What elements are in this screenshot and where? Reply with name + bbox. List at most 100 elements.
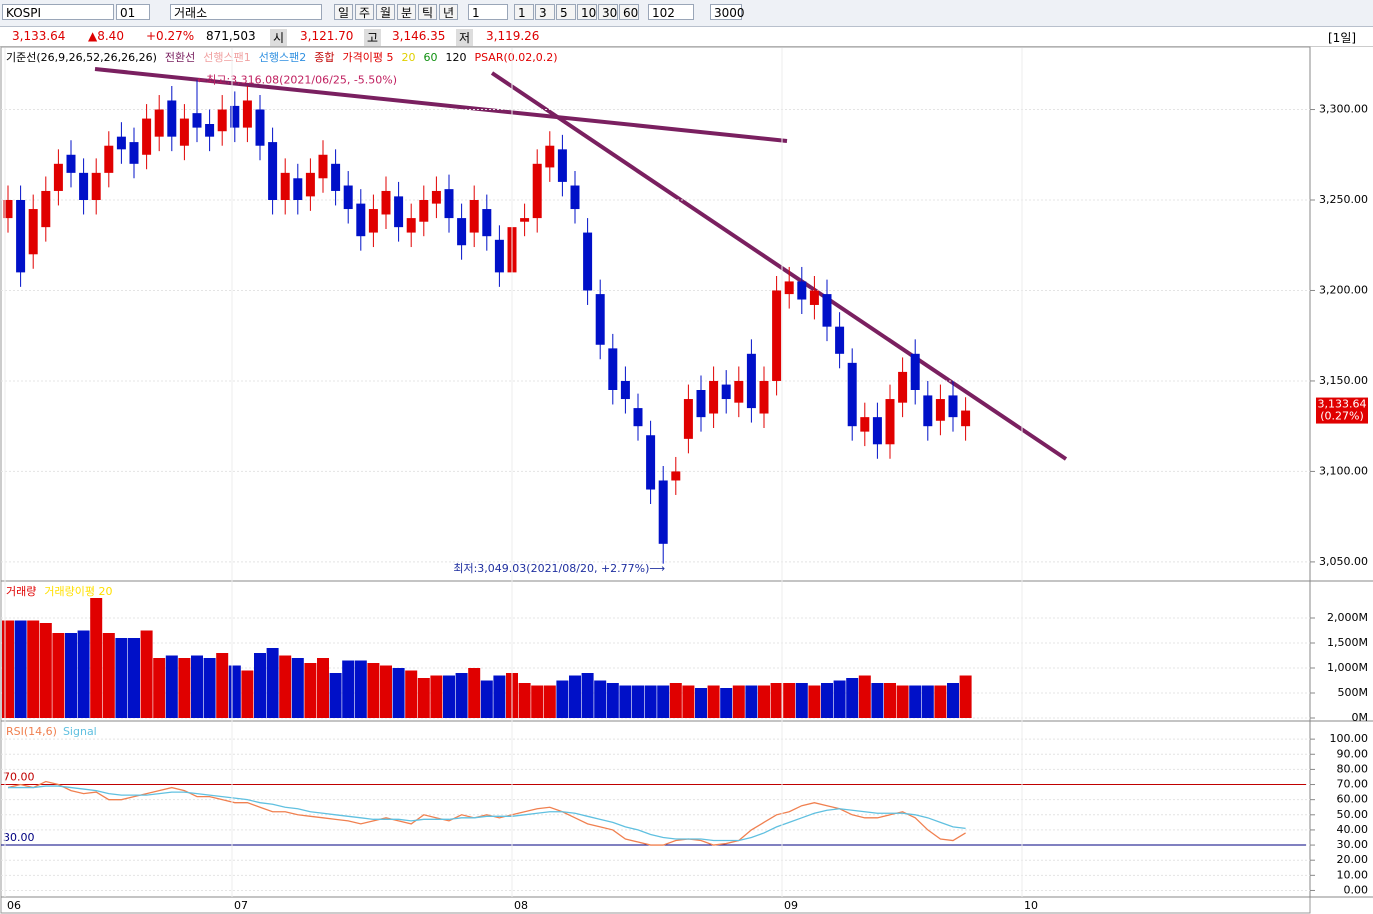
volume-bar (115, 638, 128, 718)
candle-body (268, 142, 278, 200)
candle-body (66, 154, 76, 173)
candle-body (620, 380, 630, 400)
panel: 0.00 10.00 20.00 30.00 40.00 50.00 60.00 70.00 8… (1, 725, 1368, 896)
y-tick-label: 10.00 (1337, 868, 1369, 881)
candle-body (179, 118, 189, 146)
market-box[interactable]: 거래소 (170, 4, 322, 20)
volume-bar (241, 670, 254, 718)
candle-body (406, 218, 416, 233)
toolbar-button[interactable]: 주 (355, 4, 374, 20)
volume-bar (90, 598, 103, 718)
volume-bar (569, 675, 581, 718)
candle-body (633, 408, 643, 427)
candle-body (822, 294, 832, 327)
volume-bar (216, 653, 229, 718)
volume-bar (657, 685, 670, 718)
count-box[interactable]: 102 (648, 4, 694, 20)
volume-bar (846, 678, 859, 718)
candle-body (872, 417, 882, 445)
annotation: ←최고:3,316.08(2021/06/25, -5.50%) (197, 73, 397, 86)
candle-body (205, 124, 215, 137)
candle-body (104, 145, 114, 173)
trend-line (490, 71, 1068, 461)
volume-bar (871, 683, 884, 718)
candle-body (192, 113, 202, 128)
toolbar-button[interactable]: 10 (577, 4, 597, 20)
quote-change: ▲8.40 (88, 29, 124, 43)
code-box[interactable]: 01 (116, 4, 150, 20)
candle-body (255, 109, 265, 146)
volume-bar (606, 683, 619, 718)
volume-bar (896, 685, 909, 718)
last-price-label: 3,133.64 (1318, 398, 1367, 411)
volume-bar (480, 680, 493, 718)
toolbar-button[interactable]: 분 (397, 4, 416, 20)
volume-bar (720, 688, 733, 718)
candle-body (847, 362, 857, 427)
quote-high: 3,146.35 (392, 29, 446, 43)
period-label: [1일] (1328, 31, 1357, 45)
volume-bar (858, 675, 871, 718)
candle-body (53, 163, 63, 191)
high-label: 고 (364, 29, 382, 46)
toolbar-button[interactable]: 3 (535, 4, 555, 20)
legend-entry: RSI(14,6) (6, 725, 57, 738)
candle-body (595, 294, 605, 345)
candle-body (116, 136, 126, 150)
volume-bar (405, 670, 418, 718)
candle-body (381, 190, 391, 215)
candle-body (444, 189, 454, 219)
candle-body (658, 480, 668, 544)
quote-low: 3,119.26 (486, 29, 540, 43)
toolbar-button[interactable]: 1 (514, 4, 534, 20)
volume-bar (770, 683, 783, 718)
interval-box[interactable]: 1 (468, 4, 508, 20)
volume-bar (669, 683, 682, 718)
volume-bar (254, 653, 266, 718)
toolbar-button[interactable]: 5 (556, 4, 576, 20)
legend-entry: 60 (423, 51, 437, 64)
volume-bar (758, 685, 770, 718)
toolbar-button[interactable]: 틱 (418, 4, 437, 20)
volume-bar (619, 685, 632, 718)
y-tick-label: 90.00 (1337, 747, 1369, 760)
volume-bar (2, 620, 14, 718)
low-label: 저 (456, 29, 474, 46)
volume-bar (178, 658, 191, 718)
volume-bar (468, 668, 481, 718)
candle-body (331, 163, 341, 191)
candle-body (734, 380, 744, 403)
candle-body (835, 326, 845, 354)
candle-body (394, 196, 404, 228)
legend-entry: 선행스팬1 (203, 51, 250, 64)
y-tick-label: 3,300.00 (1319, 103, 1368, 116)
candle-body (280, 172, 290, 200)
candle-body (608, 348, 618, 390)
y-tick-label: 2,000M (1327, 611, 1368, 624)
y-tick-label: 80.00 (1337, 762, 1369, 775)
toolbar-button[interactable]: 60 (619, 4, 639, 20)
open-label: 시 (270, 29, 288, 46)
volume-bar (808, 685, 821, 718)
legend-entry: 기준선(26,9,26,52,26,26,26) (6, 51, 157, 64)
max-box[interactable]: 3000 (710, 4, 745, 20)
candle-body (142, 118, 152, 155)
last-change-label: (0.27%) (1320, 410, 1364, 423)
volume-bar (77, 630, 90, 718)
volume-bar (128, 638, 140, 718)
volume-bar (367, 663, 380, 718)
candle-body (948, 395, 958, 418)
symbol-box[interactable]: KOSPI (2, 4, 114, 20)
volume-bar (342, 660, 355, 718)
quote-price: 3,133.64 (12, 29, 66, 43)
candle-body (671, 471, 681, 481)
x-tick-label: 09 (784, 899, 798, 912)
toolbar-button[interactable]: 일 (334, 4, 353, 20)
toolbar-button[interactable]: 30 (598, 4, 618, 20)
toolbar-button[interactable]: 월 (376, 4, 395, 20)
toolbar-button[interactable]: 년 (439, 4, 458, 20)
candle-body (356, 203, 366, 237)
volume-bar (392, 668, 405, 718)
volume-bar (707, 685, 720, 718)
y-tick-label: 500M (1338, 686, 1369, 699)
